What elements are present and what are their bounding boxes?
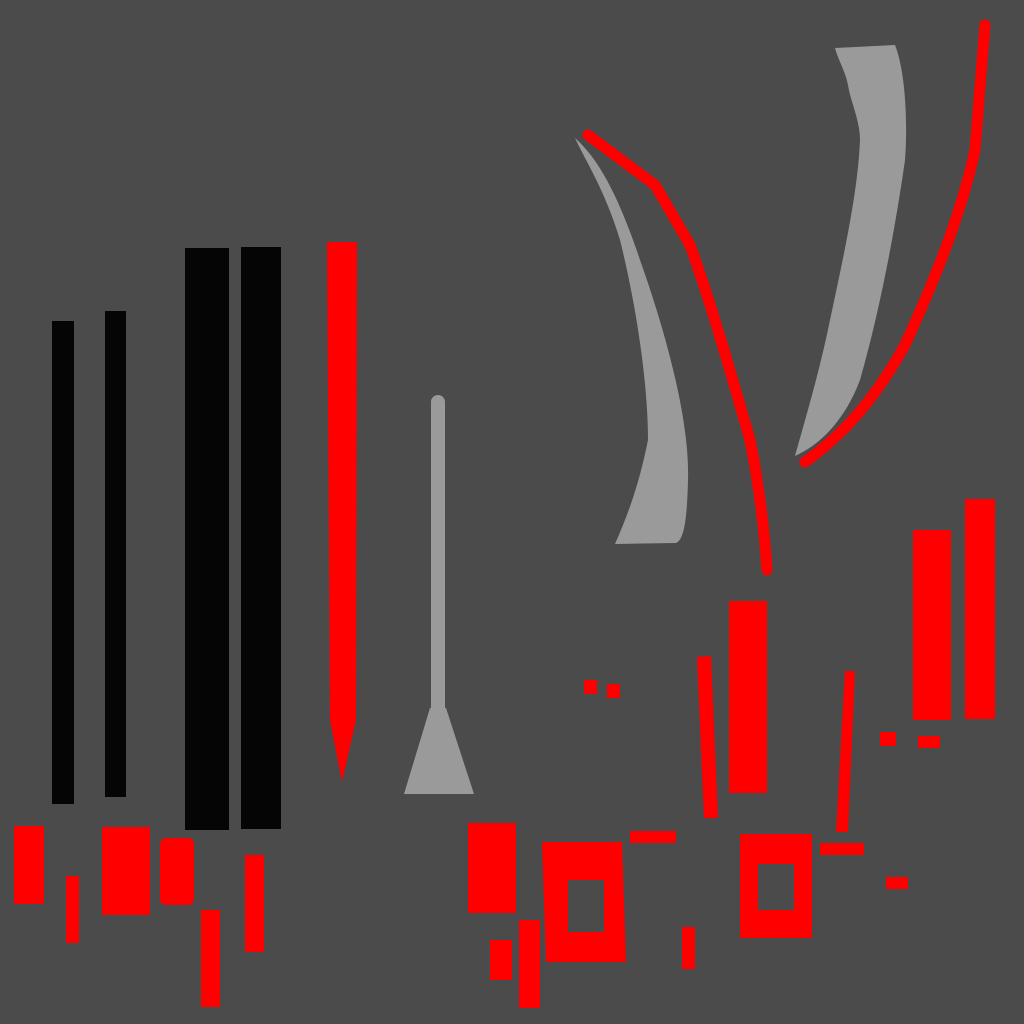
red-blade-strip (327, 242, 357, 782)
gray-claw-right (795, 45, 907, 456)
red-fragment (490, 940, 512, 980)
red-curves (582, 19, 991, 576)
red-fragment (729, 601, 767, 793)
red-fragment (886, 877, 908, 889)
red-fragment (836, 671, 855, 832)
red-frame-right (740, 834, 812, 938)
red-fragment (630, 831, 676, 843)
red-fragment (682, 927, 695, 969)
black-strips (52, 247, 281, 830)
red-fragments (14, 499, 995, 1008)
red-fragment (965, 499, 995, 719)
gray-claw-left (575, 138, 689, 544)
red-fragment (201, 910, 220, 1007)
red-fragment (697, 656, 718, 818)
red-fragment (820, 843, 864, 855)
red-fragment (519, 920, 540, 1008)
red-fragment (468, 823, 516, 913)
red-curve-left (582, 129, 773, 576)
brush-handle (431, 395, 445, 715)
red-fragment (14, 826, 44, 904)
gray-brush-shape (404, 395, 474, 794)
red-fragment (607, 684, 620, 698)
red-frame-left (542, 842, 626, 962)
black-strip (105, 311, 126, 797)
brush-head (404, 708, 474, 794)
red-fragment (913, 530, 951, 720)
red-fragment (245, 855, 264, 952)
red-fragment (918, 736, 940, 748)
red-fragment (66, 876, 79, 943)
black-strip (241, 247, 281, 829)
red-fragment (584, 680, 597, 694)
red-fragment (160, 838, 194, 905)
red-curve-right (799, 19, 991, 468)
red-fragment (880, 732, 896, 746)
black-strip (52, 321, 74, 804)
red-fragment (102, 827, 150, 915)
black-strip (185, 248, 229, 830)
